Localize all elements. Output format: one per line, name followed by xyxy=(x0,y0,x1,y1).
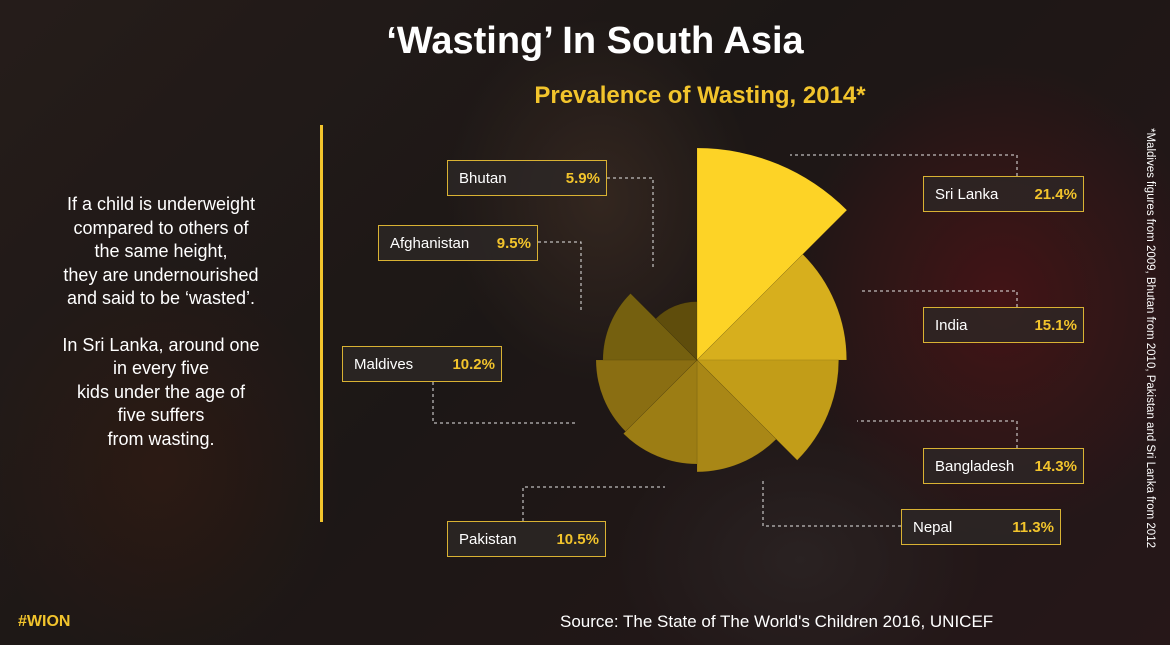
chart-leader-lines xyxy=(432,154,1018,527)
label-name-maldives: Maldives xyxy=(354,355,414,373)
slice-bangladesh xyxy=(696,359,840,461)
label-value-nepal: 11.3% xyxy=(1012,518,1054,536)
label-name-afghanistan: Afghanistan xyxy=(390,234,470,252)
label-name-bangladesh: Bangladesh xyxy=(935,457,1015,475)
label-india: India 15.1% xyxy=(923,307,1084,343)
slice-nepal xyxy=(696,359,777,473)
label-bhutan: Bhutan 5.9% xyxy=(447,160,607,196)
label-value-afghanistan: 9.5% xyxy=(496,234,531,252)
label-sri-lanka: Sri Lanka 21.4% xyxy=(923,176,1084,212)
footnote-text: *Maldives figures from 2009, Bhutan from… xyxy=(1144,128,1156,548)
divider-line xyxy=(320,125,323,522)
label-name-bhutan: Bhutan xyxy=(459,169,507,187)
slice-sri-lanka xyxy=(696,147,848,361)
leader-line-bangladesh xyxy=(857,420,1018,448)
slice-afghanistan xyxy=(602,293,698,361)
label-value-india: 15.1% xyxy=(1034,316,1077,334)
label-afghanistan: Afghanistan 9.5% xyxy=(378,225,538,261)
leader-line-bhutan xyxy=(607,177,654,270)
label-value-bhutan: 5.9% xyxy=(565,169,600,187)
label-name-nepal: Nepal xyxy=(913,518,953,536)
page-title: ‘Wasting’ In South Asia xyxy=(386,20,804,62)
label-bangladesh: Bangladesh 14.3% xyxy=(923,448,1084,484)
label-value-pakistan: 10.5% xyxy=(556,530,599,548)
footnote: *Maldives figures from 2009, Bhutan from… xyxy=(1138,128,1158,608)
label-name-pakistan: Pakistan xyxy=(459,530,517,548)
slice-bhutan xyxy=(655,301,698,361)
description-paragraph-2: In Sri Lanka, around one in every five k… xyxy=(62,334,260,449)
label-pakistan: Pakistan 10.5% xyxy=(447,521,606,557)
slice-india xyxy=(696,253,847,361)
leader-line-sri-lanka xyxy=(790,154,1018,176)
label-nepal: Nepal 11.3% xyxy=(901,509,1061,545)
leader-line-pakistan xyxy=(522,486,665,521)
brand-hashtag: #WION xyxy=(18,613,71,630)
leader-line-nepal xyxy=(762,480,901,527)
label-name-india: India xyxy=(935,316,968,334)
description-paragraph-1: If a child is underweight compared to ot… xyxy=(63,194,259,308)
leader-line-afghanistan xyxy=(538,241,582,310)
chart-title: Prevalence of Wasting, 2014* xyxy=(534,82,866,109)
label-value-sri-lanka: 21.4% xyxy=(1034,185,1077,203)
label-name-sri-lanka: Sri Lanka xyxy=(935,185,999,203)
chart-slices xyxy=(595,147,848,473)
label-value-bangladesh: 14.3% xyxy=(1034,457,1077,475)
label-value-maldives: 10.2% xyxy=(452,355,495,373)
source-text: Source: The State of The World's Childre… xyxy=(560,612,994,631)
slice-maldives xyxy=(595,359,698,432)
leader-line-maldives xyxy=(432,382,578,424)
label-maldives: Maldives 10.2% xyxy=(342,346,502,382)
slice-pakistan xyxy=(622,359,698,465)
description: If a child is underweight compared to ot… xyxy=(30,193,292,474)
leader-line-india xyxy=(860,290,1018,307)
